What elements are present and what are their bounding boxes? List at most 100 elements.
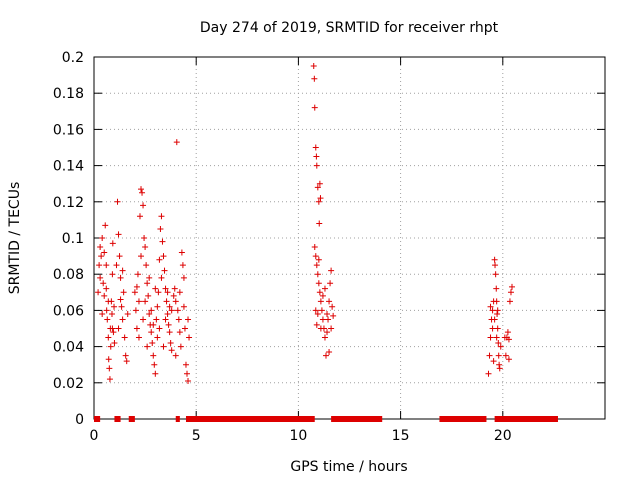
data-point [310, 63, 317, 70]
data-point [135, 334, 142, 341]
y-tick-label: 0.2 [62, 50, 84, 66]
data-point [184, 370, 191, 377]
data-point [164, 311, 171, 318]
data-point [505, 336, 512, 343]
data-point [181, 325, 188, 332]
data-point [487, 334, 494, 341]
y-tick-label: 0.06 [53, 303, 84, 319]
data-point [163, 298, 170, 305]
data-point [313, 162, 320, 169]
data-point [152, 370, 159, 377]
data-point [491, 316, 498, 323]
data-point [314, 271, 321, 278]
data-point [312, 307, 319, 314]
data-point [495, 339, 502, 346]
data-point [161, 267, 168, 274]
data-point [144, 280, 151, 287]
data-point [116, 253, 123, 260]
x-tick-label: 5 [192, 428, 201, 444]
data-point [492, 271, 499, 278]
data-point [317, 325, 324, 332]
data-point [312, 253, 319, 260]
data-point [120, 289, 127, 296]
data-point [97, 274, 104, 281]
data-point [180, 274, 187, 281]
data-point [186, 334, 193, 341]
data-point [138, 186, 145, 193]
data-point [487, 303, 494, 310]
data-point [142, 244, 149, 251]
data-point [102, 222, 109, 229]
data-point [140, 202, 147, 209]
data-point [502, 352, 509, 359]
data-point [177, 343, 184, 350]
data-point [173, 139, 180, 146]
y-tick-label: 0.12 [53, 195, 84, 211]
data-point [496, 365, 503, 372]
data-point [160, 343, 167, 350]
data-point [329, 303, 336, 310]
data-point [148, 329, 155, 336]
data-point [313, 321, 320, 328]
data-point [317, 298, 324, 305]
data-point [316, 220, 323, 227]
data-point [485, 370, 492, 377]
data-point [97, 244, 104, 251]
data-point [162, 285, 169, 292]
data-point [505, 356, 512, 363]
data-point [492, 262, 499, 269]
data-point [315, 256, 322, 263]
data-point [119, 267, 126, 274]
data-point [182, 361, 189, 368]
data-point [311, 104, 318, 111]
data-point [328, 325, 335, 332]
data-point [166, 329, 173, 336]
data-point [321, 285, 328, 292]
data-point [179, 262, 186, 269]
data-point [493, 285, 500, 292]
data-point [117, 296, 124, 303]
data-point [154, 334, 161, 341]
data-point [105, 298, 112, 305]
y-axis-label: SRMTID / TECUs [7, 182, 23, 295]
data-point [134, 271, 141, 278]
x-tick-label: 0 [90, 428, 99, 444]
data-point [165, 321, 172, 328]
data-point [313, 262, 320, 269]
data-point [138, 253, 145, 260]
data-point [115, 231, 122, 238]
data-point [148, 307, 155, 314]
data-point [164, 289, 171, 296]
data-point [495, 352, 502, 359]
data-point [493, 298, 500, 305]
data-point [99, 311, 106, 318]
data-point [140, 316, 147, 323]
data-point [171, 285, 178, 292]
data-point [119, 316, 126, 323]
data-point [319, 316, 326, 323]
data-point [160, 253, 167, 260]
data-point [494, 307, 501, 314]
data-point [172, 352, 179, 359]
data-point [162, 316, 169, 323]
data-point [154, 303, 161, 310]
data-point [105, 334, 112, 341]
data-point [156, 325, 163, 332]
data-point [101, 249, 108, 256]
data-point [185, 316, 192, 323]
data-point [312, 144, 319, 151]
x-tick-label: 20 [494, 428, 512, 444]
data-point [136, 213, 143, 220]
data-point [314, 311, 321, 318]
data-point [106, 365, 113, 372]
data-point [144, 343, 151, 350]
data-point [121, 334, 128, 341]
data-point [315, 280, 322, 287]
data-point [149, 339, 156, 346]
data-point [117, 274, 124, 281]
data-point [99, 235, 106, 241]
data-point [122, 352, 129, 359]
data-point [172, 298, 179, 305]
y-tick-label: 0.02 [53, 376, 84, 392]
